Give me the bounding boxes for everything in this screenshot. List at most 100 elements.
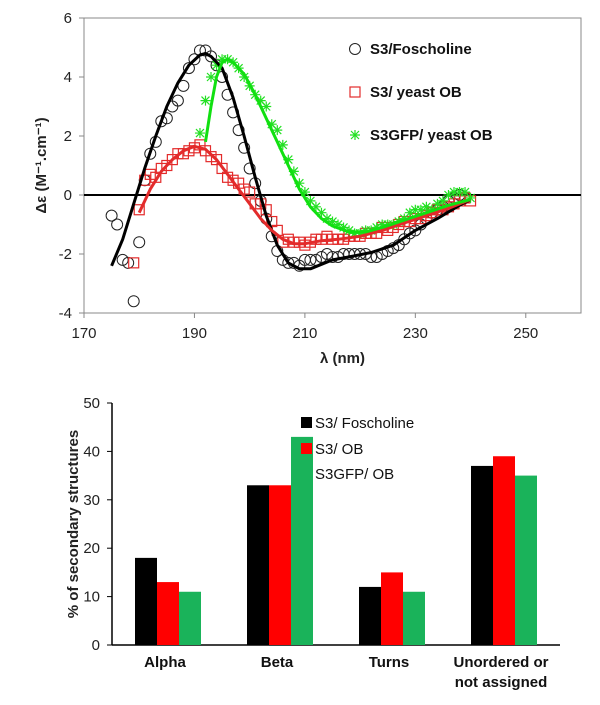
data-point [310, 201, 321, 212]
data-point [338, 222, 349, 233]
data-point [133, 204, 145, 216]
y-tick-label: 50 [83, 395, 100, 412]
series-2-fit-line [204, 57, 471, 234]
data-point [333, 219, 344, 230]
x-tick-label: 250 [513, 325, 538, 342]
category-label: Turns [369, 654, 410, 671]
data-point [211, 60, 222, 71]
data-point [410, 204, 421, 215]
y-tick-label: 20 [83, 540, 100, 557]
secondary-structure-bar-chart: 0 10 20 30 40 50 % of secondary structures Alph… [65, 395, 560, 691]
data-point [454, 187, 465, 198]
plot-area [83, 17, 582, 314]
bar-beta-0 [247, 485, 269, 645]
y-tick-label: -2 [59, 246, 72, 263]
y-tick-label: -4 [59, 305, 72, 322]
y-tick-label: 0 [92, 637, 100, 654]
category-label: Unordered or [453, 654, 548, 671]
data-point [448, 187, 459, 198]
data-point [188, 53, 201, 66]
x-axis-label: λ (nm) [320, 350, 365, 367]
data-point [205, 50, 218, 63]
bar-beta-1 [269, 485, 291, 645]
y-tick-label: 10 [83, 589, 100, 606]
data-point [465, 192, 476, 203]
data-point [283, 154, 294, 165]
legend-label: S3GFP/ yeast OB [370, 127, 493, 144]
data-point [128, 257, 140, 269]
data-point [272, 125, 283, 136]
legend-marker [350, 130, 360, 140]
data-point [377, 219, 388, 230]
data-point [277, 139, 288, 150]
legend-label: S3/Foscholine [370, 41, 472, 58]
data-point [243, 162, 256, 175]
y-tick-label: 2 [64, 128, 72, 145]
bar-alpha-0 [135, 557, 157, 645]
data-point [217, 54, 228, 65]
data-point [105, 209, 118, 222]
y-tick-label: 0 [64, 187, 72, 204]
bar-unordered-or-not-assigned-0 [471, 465, 493, 645]
x-tick-label: 190 [182, 325, 207, 342]
data-point [321, 213, 332, 224]
legend-marker [349, 43, 361, 55]
bar-turns-1 [381, 572, 403, 645]
legend-label: S3/ Foscholine [315, 415, 414, 432]
legend-marker [349, 86, 361, 98]
y-tick-label: 4 [64, 69, 72, 86]
data-point [327, 216, 338, 227]
data-point [299, 187, 310, 198]
data-point [127, 295, 140, 308]
data-point [206, 72, 217, 82]
legend-swatch [301, 443, 312, 454]
data-point [261, 101, 272, 112]
series-0-fit-line [110, 51, 472, 271]
data-point [415, 204, 426, 215]
x-tick-label: 170 [71, 325, 96, 342]
data-point [194, 128, 205, 139]
data-point [460, 187, 471, 198]
data-point [443, 190, 454, 200]
legend-label: S3/ OB [315, 441, 363, 458]
y-axis-label: % of secondary structures [65, 430, 82, 618]
data-point [282, 256, 295, 269]
data-point [437, 195, 448, 206]
series-1-fit-line [137, 144, 472, 246]
data-point [232, 124, 245, 137]
cd-spectrum-chart: -4 -2 0 2 4 6 170 190 210 230 250 λ (nm) Δε (M⁻¹.cm⁻… [33, 10, 582, 367]
category-label: Alpha [144, 654, 186, 671]
data-point [155, 115, 168, 128]
y-tick-label: 6 [64, 10, 72, 27]
bar-unordered-or-not-assigned-1 [493, 456, 515, 645]
y-tick-label: 40 [83, 443, 100, 460]
data-point [305, 195, 316, 206]
bar-alpha-1 [157, 582, 179, 645]
data-point [266, 119, 277, 130]
data-point [304, 253, 317, 266]
category-label: not assigned [455, 674, 548, 691]
y-axis-label: Δε (M⁻¹.cm⁻¹) [33, 117, 50, 213]
bar-turns-0 [359, 586, 381, 645]
data-point [255, 95, 266, 106]
data-point [171, 94, 184, 107]
data-point [403, 227, 416, 240]
data-point [238, 141, 251, 154]
data-point [200, 95, 211, 106]
data-point [432, 198, 443, 209]
data-point [294, 178, 305, 189]
data-point [404, 207, 415, 218]
data-point [244, 186, 256, 198]
data-point [288, 166, 299, 177]
legend-swatch [301, 468, 312, 479]
x-tick-label: 210 [292, 325, 317, 342]
legend-label: S3/ yeast OB [370, 84, 462, 101]
category-label: Beta [261, 654, 294, 671]
data-point [111, 218, 124, 231]
bar-unordered-or-not-assigned-2 [515, 475, 537, 645]
legend-label: S3GFP/ OB [315, 466, 394, 483]
legend-swatch [301, 417, 312, 428]
bar-alpha-2 [179, 591, 201, 645]
y-tick-label: 30 [83, 492, 100, 509]
